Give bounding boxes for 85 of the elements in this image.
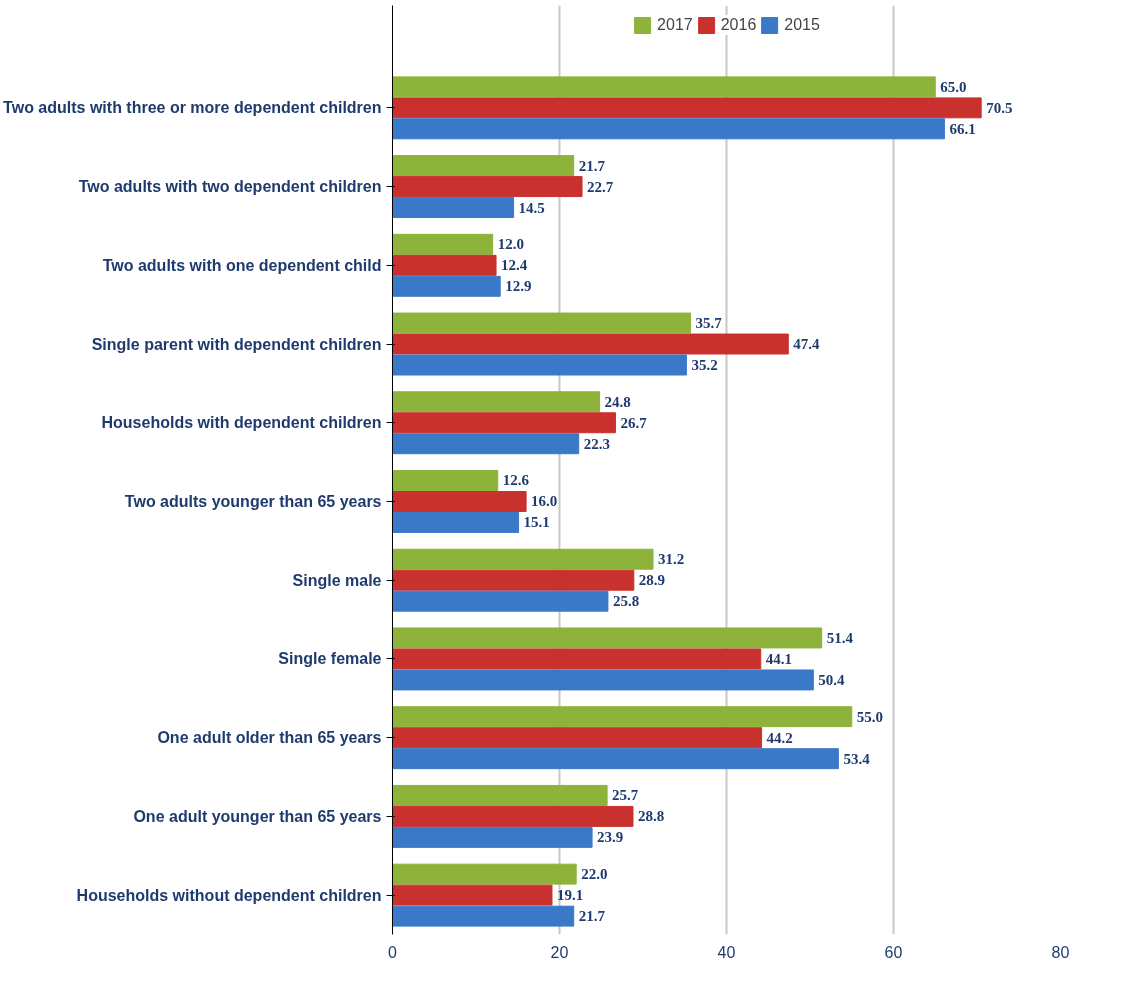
bar [392, 863, 577, 885]
data-label: 44.1 [765, 650, 792, 667]
bar [392, 433, 580, 455]
data-label: 25.8 [612, 593, 640, 610]
data-label: 26.7 [620, 414, 648, 431]
bar [392, 569, 635, 591]
y-tick-label: Households without dependent children [76, 886, 382, 904]
bar [392, 727, 763, 749]
y-tick-label: Two adults younger than 65 years [124, 492, 382, 510]
data-label: 22.7 [587, 178, 614, 195]
bar [392, 155, 575, 177]
y-tick-label: Single parent with dependent children [91, 335, 382, 353]
data-label: 28.9 [638, 572, 666, 589]
data-label: 19.1 [556, 887, 584, 904]
bar [392, 76, 936, 98]
legend-label: 2017 [657, 16, 693, 34]
bar [392, 470, 499, 491]
bar [392, 805, 634, 827]
data-label: 51.4 [826, 629, 854, 646]
bar [392, 118, 945, 140]
data-label: 28.8 [637, 808, 665, 825]
bar [392, 706, 853, 728]
data-label: 66.1 [949, 120, 976, 137]
bar [392, 884, 553, 906]
data-label: 23.9 [597, 829, 624, 846]
data-label: 21.7 [578, 908, 606, 925]
bar [392, 648, 762, 670]
bar [392, 391, 601, 413]
bar [392, 197, 515, 219]
bar [392, 97, 982, 119]
y-tick-label: One adult younger than 65 years [133, 807, 382, 825]
data-label: 50.4 [818, 671, 846, 688]
legend-label: 2015 [784, 16, 820, 34]
bar [392, 627, 823, 649]
bar [392, 275, 501, 297]
data-label: 55.0 [856, 708, 883, 725]
data-label: 44.2 [766, 729, 793, 746]
bar [392, 176, 583, 198]
y-tick-label: One adult older than 65 years [157, 729, 382, 747]
data-label: 25.7 [612, 787, 639, 804]
x-tick-label: 60 [884, 943, 903, 961]
data-label: 22.3 [583, 435, 610, 452]
y-tick-label: Two adults with two dependent children [78, 178, 382, 196]
bar [392, 748, 839, 770]
data-label: 12.4 [501, 257, 528, 274]
data-label: 53.4 [843, 750, 871, 767]
x-tick-label: 80 [1051, 943, 1070, 961]
data-label: 31.2 [658, 551, 685, 568]
legend-label: 2016 [720, 16, 757, 34]
data-label: 35.7 [695, 315, 723, 332]
bar [392, 784, 608, 806]
bar [392, 354, 687, 376]
data-label: 15.1 [523, 514, 550, 531]
data-label: 21.7 [578, 157, 606, 174]
data-label: 14.5 [518, 199, 545, 216]
data-label: 65.0 [940, 78, 967, 95]
bar [392, 233, 494, 255]
bar [392, 333, 789, 355]
data-label: 12.0 [497, 236, 524, 253]
bar [392, 254, 497, 276]
data-label: 70.5 [986, 99, 1013, 116]
data-label: 24.8 [604, 393, 631, 410]
x-tick-label: 40 [717, 943, 736, 961]
bar [392, 312, 692, 334]
bar [392, 412, 616, 434]
data-label: 35.2 [691, 357, 718, 374]
bar [392, 590, 609, 612]
data-label: 16.0 [531, 493, 558, 510]
y-tick-label: Single female [278, 650, 382, 668]
x-tick-label: 20 [550, 943, 569, 961]
data-label: 12.6 [502, 472, 530, 489]
data-label: 12.9 [505, 278, 532, 295]
data-label: 47.4 [793, 336, 821, 353]
bar [392, 905, 575, 927]
data-label: 22.0 [581, 866, 608, 883]
y-tick-label: Households with dependent children [101, 414, 382, 432]
bar [392, 548, 654, 570]
x-tick-label: 0 [388, 943, 398, 961]
y-tick-label: Two adults with three or more dependent children [3, 99, 382, 117]
y-tick-label: Single male [292, 571, 382, 589]
bar [392, 512, 520, 533]
bar [392, 669, 814, 691]
y-tick-label: Two adults with one dependent child [102, 256, 382, 274]
bar [392, 826, 593, 848]
bar [392, 491, 527, 512]
